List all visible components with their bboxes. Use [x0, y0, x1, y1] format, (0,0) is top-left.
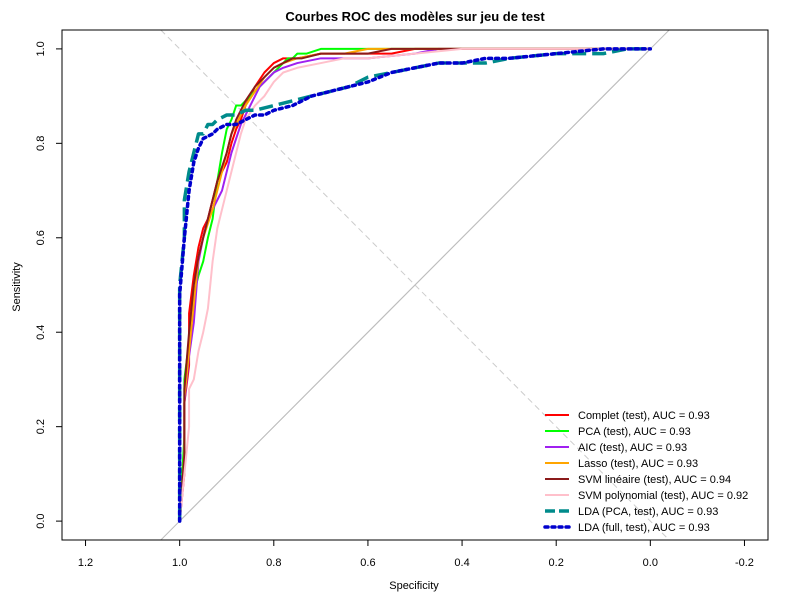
x-axis-label: Specificity	[389, 580, 439, 592]
x-tick-label-5: 0.2	[549, 557, 564, 569]
chance-line	[160, 30, 670, 540]
x-tick-label-0: 1.2	[78, 557, 93, 569]
x-tick-label-1: 1.0	[172, 557, 187, 569]
y-tick-label-5: 1.0	[35, 41, 47, 56]
x-tick-label-6: 0.0	[643, 557, 658, 569]
y-axis-label: Sensitivity	[11, 262, 23, 312]
y-tick-label-1: 0.2	[35, 419, 47, 434]
y-tick-label-0: 0.0	[35, 513, 47, 528]
legend-label-2: AIC (test), AUC = 0.93	[578, 442, 687, 454]
roc-curve-4	[178, 47, 651, 522]
legend-label-4: SVM linéaire (test), AUC = 0.94	[578, 474, 731, 486]
roc-curve-5	[178, 47, 651, 522]
chart-title: Courbes ROC des modèles sur jeu de test	[285, 9, 545, 24]
roc-curve-7	[177, 47, 653, 523]
roc-curve-6	[177, 47, 651, 522]
x-tick-label-2: 0.8	[266, 557, 281, 569]
y-tick-label-4: 0.8	[35, 136, 47, 151]
legend-label-6: LDA (PCA, test), AUC = 0.93	[578, 506, 718, 518]
plot-frame	[61, 29, 769, 541]
legend-label-0: Complet (test), AUC = 0.93	[578, 410, 710, 422]
legend-label-5: SVM polynomial (test), AUC = 0.92	[578, 490, 748, 502]
y-axis: 0.0 0.2 0.4 0.6 0.8 1.0	[35, 41, 62, 529]
x-tick-label-7: -0.2	[735, 557, 754, 569]
roc-curves	[177, 47, 653, 523]
legend-label-7: LDA (full, test), AUC = 0.93	[578, 522, 710, 534]
legend-label-1: PCA (test), AUC = 0.93	[578, 426, 691, 438]
x-axis: 1.2 1.0 0.8 0.6 0.4 0.2 0.0 -0.2	[78, 540, 754, 569]
y-tick-label-3: 0.6	[35, 230, 47, 245]
y-tick-label-2: 0.4	[35, 325, 47, 340]
x-tick-label-4: 0.4	[454, 557, 469, 569]
legend: Complet (test), AUC = 0.93 PCA (test), AU…	[543, 410, 748, 534]
x-tick-label-3: 0.6	[360, 557, 375, 569]
legend-label-3: Lasso (test), AUC = 0.93	[578, 458, 698, 470]
